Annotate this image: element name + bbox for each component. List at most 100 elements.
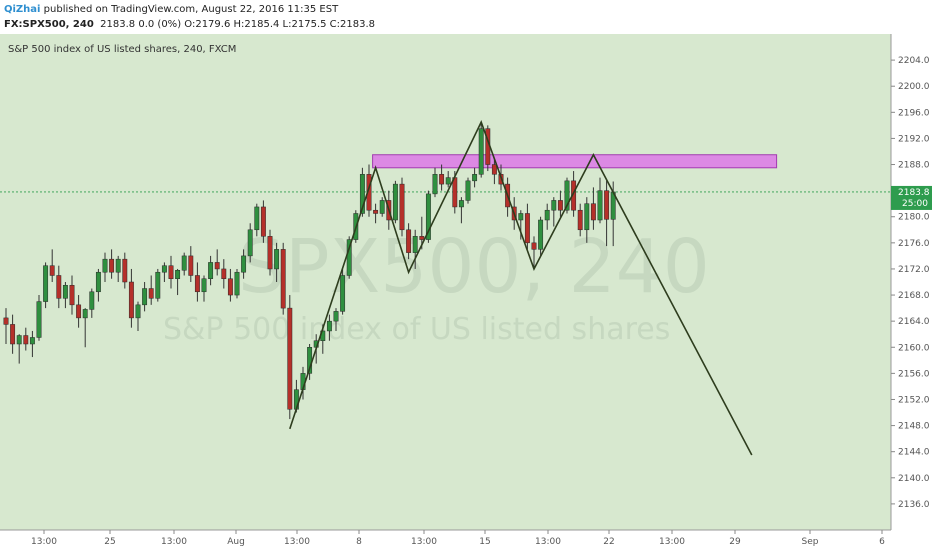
time-axis[interactable]	[0, 530, 891, 550]
y-tick-label: 2140.0	[898, 474, 930, 484]
candle-body	[564, 180, 570, 211]
candle-body	[76, 304, 82, 319]
x-tick-label: 13:00	[284, 537, 310, 547]
candle	[181, 252, 187, 276]
candle	[392, 180, 398, 224]
candle-body	[23, 335, 29, 345]
candle	[485, 125, 491, 172]
candle	[472, 167, 478, 188]
candle-body	[267, 236, 273, 270]
x-tick-label: 6	[879, 537, 885, 547]
candle-body	[531, 242, 537, 250]
x-tick-label: 13:00	[411, 537, 437, 547]
candle-body	[346, 239, 352, 276]
candle	[432, 167, 438, 198]
candle-body	[260, 206, 266, 237]
candle	[148, 275, 154, 305]
symbol-label: FX:SPX500, 240	[4, 19, 94, 30]
candle	[425, 190, 431, 243]
candle-body	[604, 190, 610, 220]
candle	[241, 249, 247, 279]
candle	[56, 265, 62, 309]
candle-body	[208, 262, 214, 279]
candle-body	[287, 307, 293, 410]
candlestick-chart[interactable]: SPX500, 240 S&P 500 index of US listed s…	[0, 34, 932, 550]
current-price-tag	[891, 185, 932, 210]
candle-body	[175, 270, 181, 279]
candle	[518, 210, 524, 240]
candle-body	[472, 174, 478, 182]
candle	[3, 308, 9, 344]
x-tick-label: 8	[356, 537, 362, 547]
candle-body	[452, 177, 458, 208]
symbol-watermark: SPX500, 240	[238, 224, 710, 310]
resistance-zone[interactable]	[372, 154, 778, 169]
candle-body	[518, 213, 524, 221]
y-tick-label: 2196.0	[898, 108, 930, 118]
candle-body	[412, 236, 418, 253]
candle-body	[419, 236, 425, 240]
x-tick-label: 25	[104, 537, 115, 547]
candle	[274, 242, 280, 282]
candle-body	[49, 265, 55, 276]
candle-body	[458, 200, 464, 208]
candle	[43, 262, 49, 309]
candle	[221, 259, 227, 289]
candle	[458, 197, 464, 224]
candle	[287, 295, 293, 420]
price-axis[interactable]	[891, 34, 932, 550]
y-tick-label: 2164.0	[898, 317, 930, 327]
candle	[82, 308, 88, 348]
candle	[122, 252, 128, 289]
candle	[115, 255, 121, 282]
candle	[254, 203, 260, 237]
candle-body	[95, 271, 101, 293]
ohlc-quote: 2183.8 0.0 (0%) O:2179.6 H:2185.4 L:2175…	[100, 19, 376, 30]
x-tick-label: 13:00	[659, 537, 685, 547]
candle-body	[3, 317, 9, 325]
y-tick-label: 2160.0	[898, 343, 930, 353]
candle-body	[148, 288, 154, 299]
candle-body	[557, 200, 563, 211]
candle	[10, 314, 16, 354]
candle	[168, 255, 174, 289]
candle	[102, 252, 108, 282]
candle-body	[16, 335, 22, 345]
candle	[590, 187, 596, 230]
candle-body	[128, 281, 134, 319]
candle-body	[122, 258, 128, 283]
candle-body	[43, 265, 49, 302]
candle	[584, 197, 590, 243]
y-tick-label: 2168.0	[898, 291, 930, 301]
candle	[280, 242, 286, 315]
candle-body	[155, 271, 161, 299]
candle-body	[10, 324, 16, 345]
candle-body	[115, 258, 121, 273]
candle	[551, 197, 557, 227]
candle	[333, 308, 339, 331]
candle-body	[491, 164, 497, 175]
plot-area[interactable]	[0, 34, 891, 530]
pattern-trendline[interactable]	[289, 120, 753, 456]
x-tick-label: 13:00	[535, 537, 561, 547]
author-name[interactable]: QiZhai	[4, 4, 41, 15]
candle-body	[392, 183, 398, 221]
candle-body	[234, 271, 240, 296]
candle	[208, 255, 214, 286]
candle-body	[221, 268, 227, 279]
candle	[597, 177, 603, 224]
candle	[234, 268, 240, 299]
candle-body	[439, 174, 445, 185]
candle	[142, 282, 148, 312]
candle-body	[538, 219, 544, 250]
y-tick-label: 2192.0	[898, 134, 930, 144]
candle	[524, 203, 530, 250]
candle-body	[465, 180, 471, 201]
candle	[406, 223, 412, 260]
candle-body	[584, 203, 590, 231]
candle-body	[524, 213, 530, 244]
y-tick-label: 2200.0	[898, 82, 930, 92]
candle-body	[194, 275, 200, 293]
candle	[373, 203, 379, 224]
candle-body	[577, 209, 583, 231]
